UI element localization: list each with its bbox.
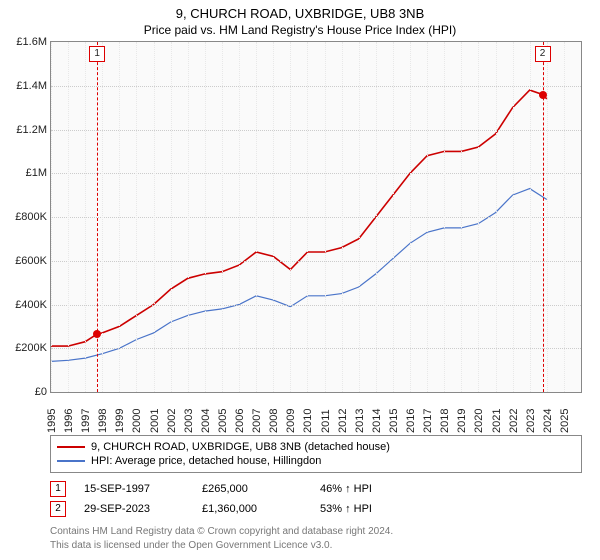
x-tick-label: 2007 [251,409,263,433]
x-tick-label: 2000 [131,409,143,433]
x-tick-label: 2015 [388,409,400,433]
x-tick-label: 2017 [422,409,434,433]
marker-badge: 2 [50,501,66,517]
x-tick-label: 2012 [337,409,349,433]
series-line [51,90,547,346]
tx-price: £1,360,000 [202,503,302,515]
x-tick-label: 2002 [166,409,178,433]
y-tick-label: £1.6M [16,36,47,48]
x-axis-labels: 1995199619971998199920002001200220032004… [50,393,582,427]
chart-title: 9, CHURCH ROAD, UXBRIDGE, UB8 3NB [0,0,600,21]
transactions-table: 1 15-SEP-1997 £265,000 46% ↑ HPI 2 29-SE… [50,479,582,519]
plot-area: £0£200K£400K£600K£800K£1M£1.2M£1.4M£1.6M… [50,41,582,393]
legend-item: HPI: Average price, detached house, Hill… [57,454,575,468]
x-tick-label: 2011 [320,409,332,433]
x-tick-label: 2016 [405,409,417,433]
x-tick-label: 2006 [234,409,246,433]
x-tick-label: 2023 [525,409,537,433]
table-row: 2 29-SEP-2023 £1,360,000 53% ↑ HPI [50,499,582,519]
y-tick-label: £1.2M [16,124,47,136]
x-tick-label: 1995 [46,409,58,433]
marker-badge: 1 [89,46,105,62]
y-tick-label: £600K [15,255,47,267]
legend-swatch [57,446,85,448]
marker-dot [539,91,547,99]
marker-dot [93,330,101,338]
x-tick-label: 2024 [542,409,554,433]
x-tick-label: 2014 [371,409,383,433]
x-tick-label: 1997 [80,409,92,433]
attribution-text: Contains HM Land Registry data © Crown c… [50,525,582,552]
attribution-line: This data is licensed under the Open Gov… [50,539,582,553]
marker-badge: 1 [50,481,66,497]
x-tick-label: 2021 [491,409,503,433]
series-line [51,189,547,362]
y-tick-label: £200K [15,342,47,354]
x-tick-label: 1999 [114,409,126,433]
x-tick-label: 1998 [97,409,109,433]
x-tick-label: 2018 [439,409,451,433]
legend-box: 9, CHURCH ROAD, UXBRIDGE, UB8 3NB (detac… [50,435,582,473]
attribution-line: Contains HM Land Registry data © Crown c… [50,525,582,539]
y-tick-label: £400K [15,299,47,311]
y-tick-label: £0 [35,386,47,398]
x-tick-label: 2010 [302,409,314,433]
x-tick-label: 2019 [456,409,468,433]
x-tick-label: 2022 [508,409,520,433]
tx-date: 15-SEP-1997 [84,483,184,495]
marker-badge: 2 [535,46,551,62]
tx-date: 29-SEP-2023 [84,503,184,515]
x-tick-label: 2020 [473,409,485,433]
chart-container: 9, CHURCH ROAD, UXBRIDGE, UB8 3NB Price … [0,0,600,560]
marker-vline [97,42,98,392]
x-tick-label: 2008 [268,409,280,433]
tx-price: £265,000 [202,483,302,495]
y-tick-label: £800K [15,211,47,223]
legend-item: 9, CHURCH ROAD, UXBRIDGE, UB8 3NB (detac… [57,440,575,454]
legend-swatch [57,460,85,462]
chart-subtitle: Price paid vs. HM Land Registry's House … [0,21,600,41]
x-tick-label: 2013 [354,409,366,433]
x-tick-label: 2005 [217,409,229,433]
x-tick-label: 1996 [63,409,75,433]
x-tick-label: 2003 [183,409,195,433]
x-tick-label: 2025 [559,409,571,433]
x-tick-label: 2009 [285,409,297,433]
tx-vs-hpi: 53% ↑ HPI [320,503,372,515]
legend-label: 9, CHURCH ROAD, UXBRIDGE, UB8 3NB (detac… [91,441,390,453]
legend-label: HPI: Average price, detached house, Hill… [91,455,321,467]
y-tick-label: £1.4M [16,80,47,92]
x-tick-label: 2001 [149,409,161,433]
y-tick-label: £1M [26,167,47,179]
tx-vs-hpi: 46% ↑ HPI [320,483,372,495]
x-tick-label: 2004 [200,409,212,433]
table-row: 1 15-SEP-1997 £265,000 46% ↑ HPI [50,479,582,499]
